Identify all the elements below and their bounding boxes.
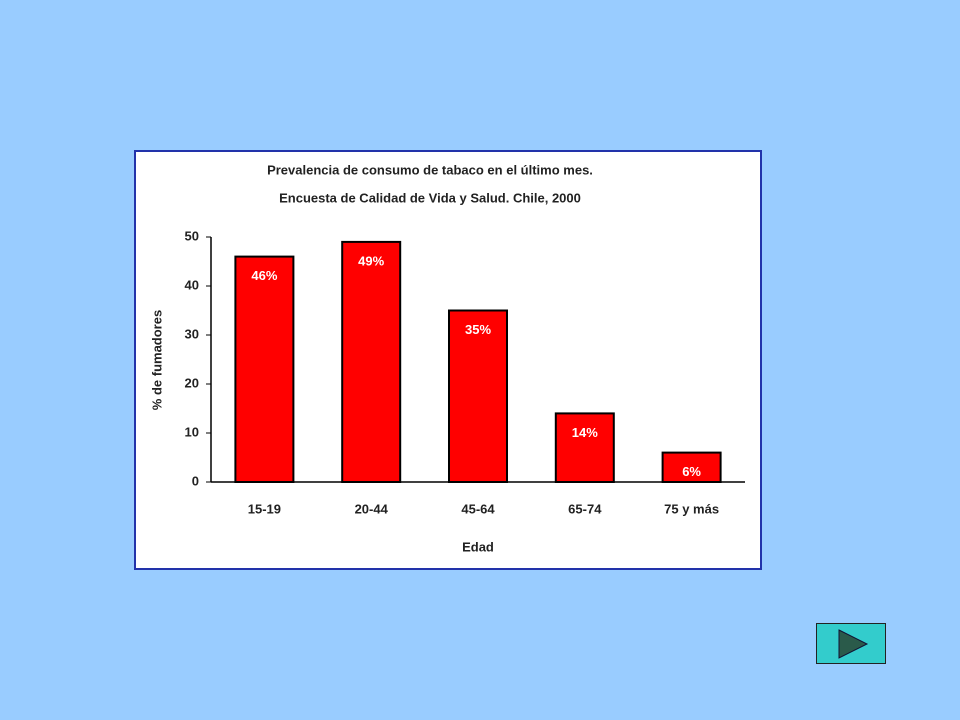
x-tick-label: 20-44 xyxy=(355,501,389,516)
y-tick-label: 50 xyxy=(185,228,199,243)
y-tick-label: 30 xyxy=(185,326,199,341)
value-label: 6% xyxy=(682,464,701,479)
y-axis-label: % de fumadores xyxy=(149,310,164,410)
next-icon xyxy=(838,629,869,659)
bar xyxy=(234,255,295,483)
bar xyxy=(661,451,722,484)
value-label: 35% xyxy=(465,322,491,337)
value-label: 14% xyxy=(572,425,598,440)
y-tick-label: 0 xyxy=(192,473,199,488)
bar xyxy=(448,309,508,483)
y-tick-label: 20 xyxy=(185,375,199,390)
bar xyxy=(554,412,615,483)
chart-title: Prevalencia de consumo de tabaco en el ú… xyxy=(267,162,593,177)
value-label: 46% xyxy=(251,268,277,283)
next-button[interactable] xyxy=(816,623,886,664)
x-axis-label: Edad xyxy=(462,539,494,554)
chart-title: Encuesta de Calidad de Vida y Salud. Chi… xyxy=(279,190,581,205)
y-tick-label: 10 xyxy=(185,424,199,439)
x-tick-label: 65-74 xyxy=(568,501,602,516)
bar xyxy=(341,240,402,483)
value-label: 49% xyxy=(358,253,384,268)
x-tick-label: 15-19 xyxy=(248,501,281,516)
chart: Prevalencia de consumo de tabaco en el ú… xyxy=(134,150,762,570)
x-tick-label: 75 y más xyxy=(664,501,719,516)
y-tick-label: 40 xyxy=(185,277,199,292)
x-tick-label: 45-64 xyxy=(461,501,495,516)
